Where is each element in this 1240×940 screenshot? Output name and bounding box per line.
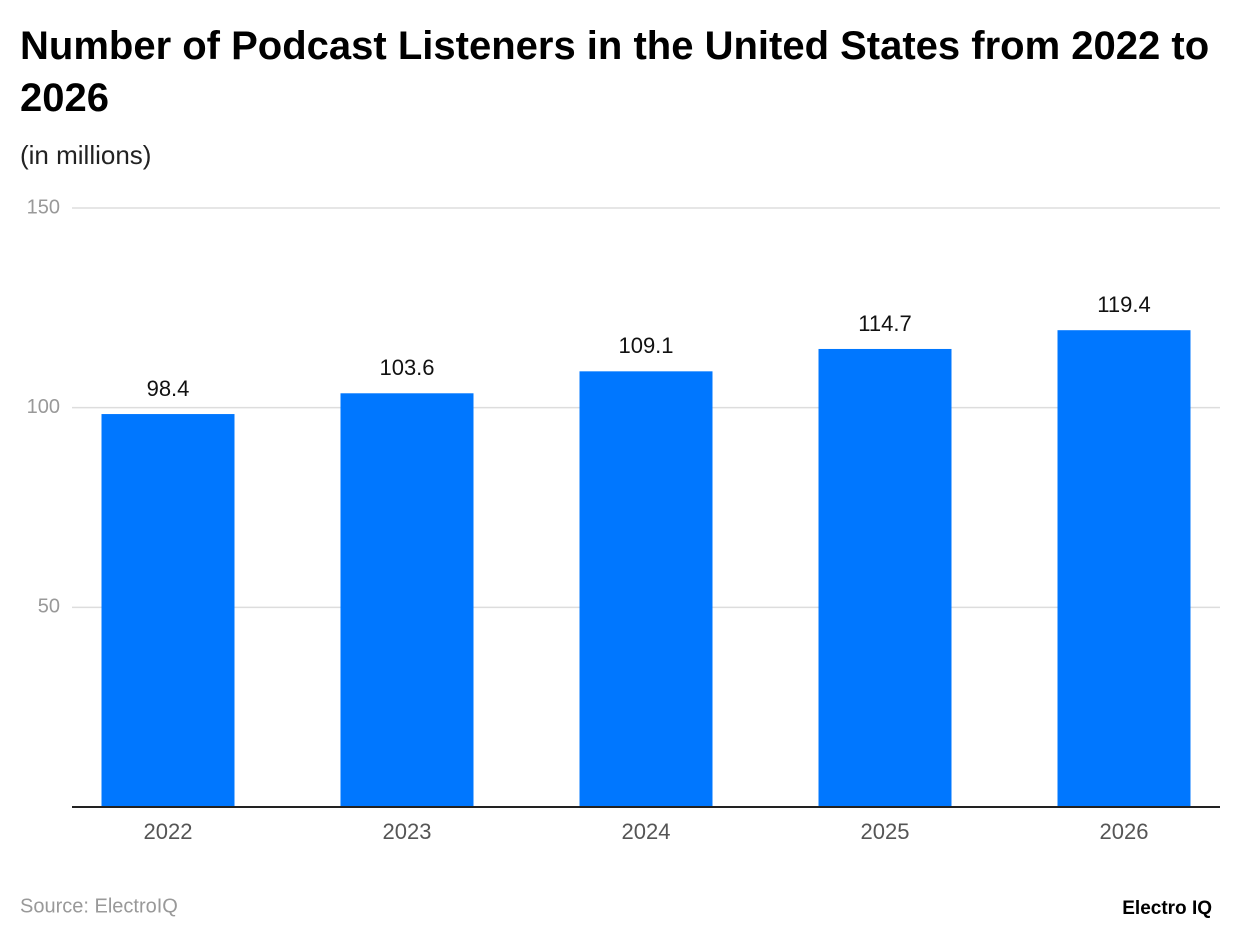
bar — [579, 371, 713, 807]
brand: Electro IQ — [1122, 898, 1212, 919]
value-label: 98.4 — [147, 376, 190, 401]
bar — [340, 393, 474, 807]
value-label: 114.7 — [858, 311, 911, 336]
y-tick-label: 50 — [38, 596, 60, 618]
x-tick-label: 2025 — [861, 819, 910, 844]
chart-subtitle: (in millions) — [20, 140, 151, 170]
y-tick-label: 100 — [27, 396, 60, 418]
y-tick-label: 150 — [27, 196, 60, 218]
chart-title: Number of Podcast Listeners in the Unite… — [20, 24, 1210, 120]
source: Source: ElectroIQ — [20, 895, 178, 917]
value-label: 103.6 — [379, 355, 434, 380]
x-tick-label: 2026 — [1100, 819, 1149, 844]
value-label: 119.4 — [1097, 292, 1150, 317]
x-tick-label: 2022 — [144, 819, 193, 844]
bar — [1057, 330, 1191, 807]
value-label: 109.1 — [618, 333, 673, 358]
x-tick-label: 2024 — [622, 819, 671, 844]
x-tick-label: 2023 — [383, 819, 432, 844]
bar — [818, 348, 952, 807]
bar — [101, 414, 235, 807]
